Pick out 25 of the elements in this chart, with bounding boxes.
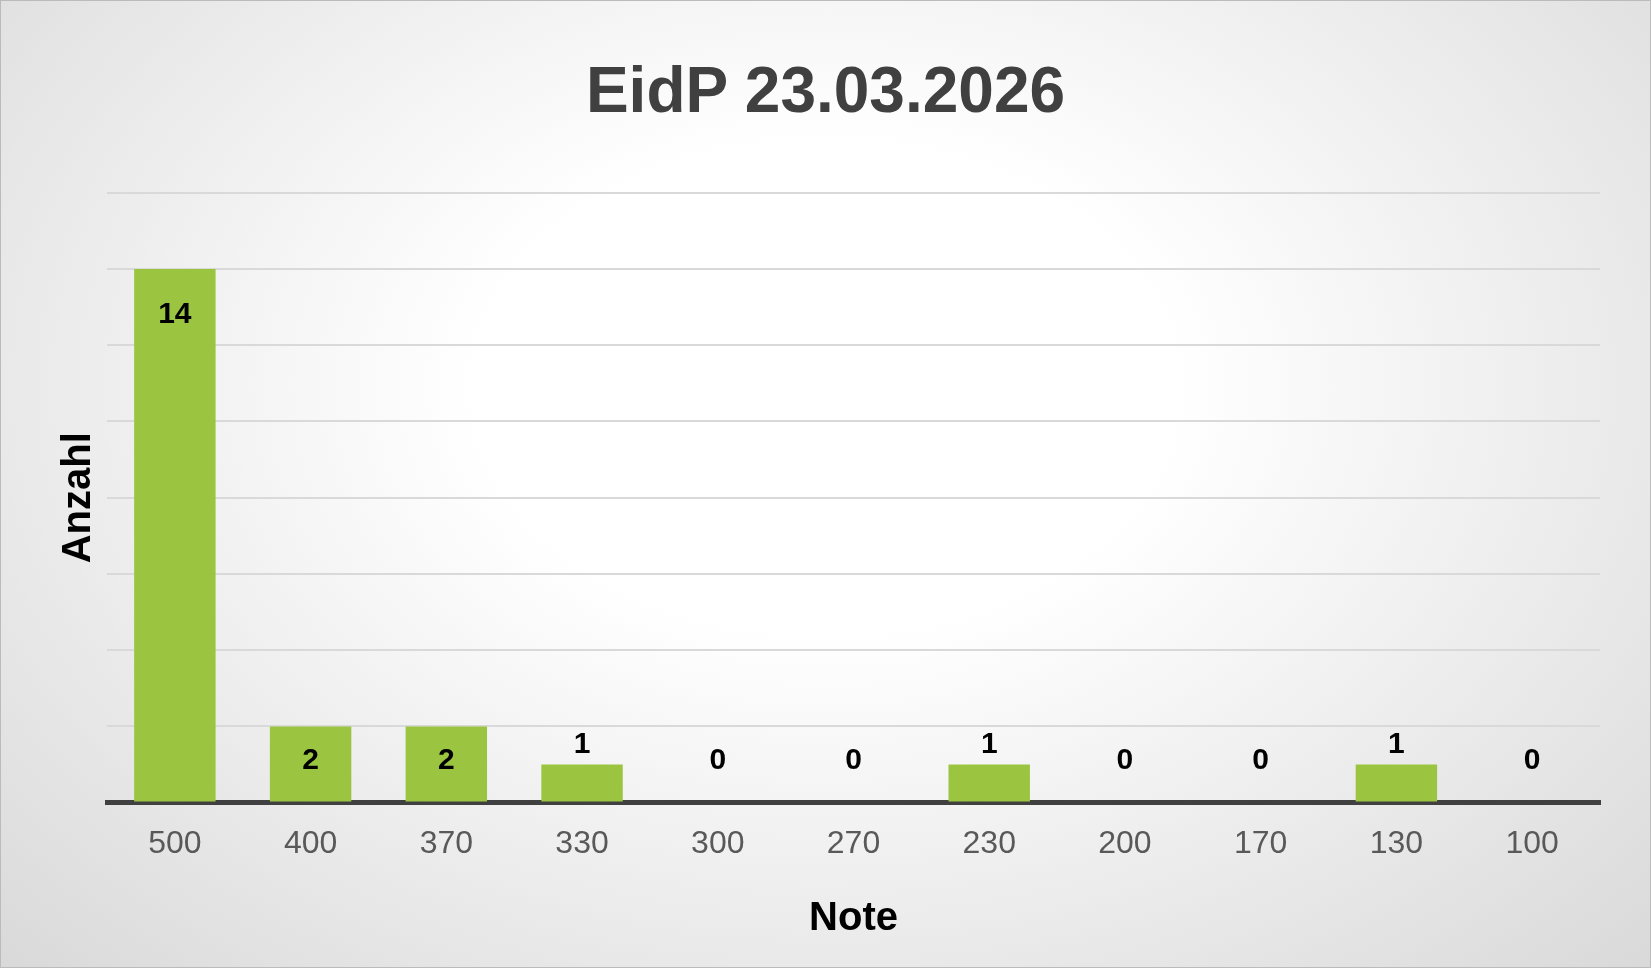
x-tick-label: 270: [826, 823, 881, 860]
chart-title: EidP 23.03.2026: [585, 54, 1066, 127]
x-tick-label: 170: [1233, 823, 1288, 860]
data-label: 1: [980, 725, 998, 759]
x-axis-title: Note: [809, 894, 898, 939]
data-label: 0: [1116, 741, 1134, 775]
x-tick-label: 200: [1098, 823, 1152, 860]
data-label: 0: [1523, 741, 1541, 775]
x-tick-label: 100: [1505, 823, 1559, 860]
x-tick-label: 500: [148, 823, 202, 860]
data-label: 1: [573, 725, 591, 759]
data-label: 0: [1252, 741, 1270, 775]
data-label: 14: [158, 296, 192, 330]
data-label: 0: [709, 741, 727, 775]
x-tick-label: 230: [962, 823, 1016, 860]
data-label: 2: [302, 741, 319, 775]
data-label: 1: [1388, 725, 1405, 759]
x-tick-label: 400: [283, 823, 338, 860]
x-tick-label: 330: [555, 823, 609, 860]
x-tick-label: 370: [419, 823, 474, 860]
x-tick-label: 130: [1369, 823, 1424, 860]
y-axis-title: Anzahl: [54, 432, 99, 564]
data-label: 0: [845, 741, 862, 775]
x-tick-label: 300: [691, 823, 745, 860]
data-label: 2: [437, 741, 455, 775]
